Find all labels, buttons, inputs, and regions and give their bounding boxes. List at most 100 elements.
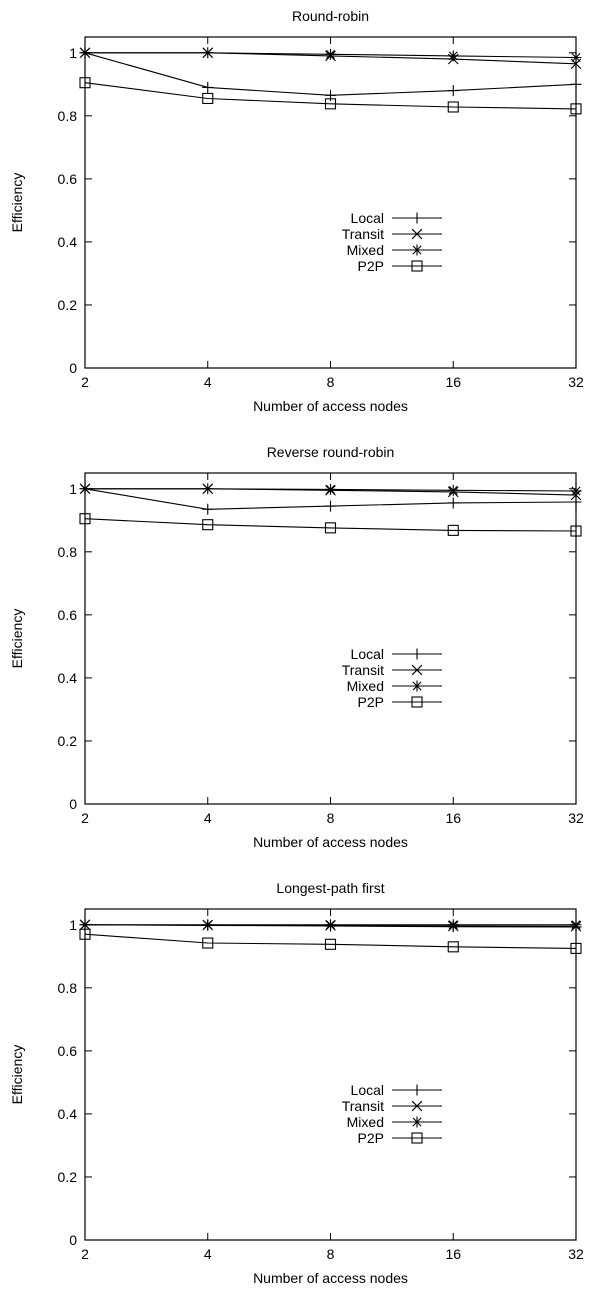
chart-panel-round-robin: Round-robin 0 0.2 0.4 0.6 0.8 1 2 4 8 16 32 Number o… — [0, 0, 589, 436]
x-tick-label: 16 — [445, 810, 461, 826]
legend-label: P2P — [358, 694, 384, 710]
series-p2p — [79, 928, 582, 954]
x-tick-label: 32 — [568, 810, 584, 826]
data-point-mixed — [570, 485, 582, 497]
data-point-mixed — [325, 919, 336, 931]
data-point-local — [202, 503, 214, 515]
y-tick-label: 0.4 — [58, 1106, 78, 1122]
data-point-mixed — [447, 484, 459, 496]
data-point-mixed — [79, 47, 91, 59]
data-point-mixed — [79, 483, 91, 495]
data-point-local — [570, 78, 582, 90]
legend-marker-local — [411, 1084, 423, 1096]
y-tick-label: 0.8 — [58, 980, 78, 996]
x-tick-label: 2 — [81, 810, 89, 826]
legend-label: Local — [351, 1082, 384, 1098]
series-line-p2p — [84, 518, 577, 532]
data-point-local — [202, 81, 214, 93]
data-point-p2p — [570, 942, 582, 954]
legend-marker-p2p — [411, 260, 423, 272]
series-mixed — [79, 919, 582, 931]
data-point-mixed — [202, 483, 214, 495]
y-axis-label: Efficiency — [9, 173, 25, 233]
y-axis-label: Efficiency — [9, 1045, 25, 1105]
data-point-mixed — [325, 483, 336, 495]
legend-marker-p2p — [411, 1132, 423, 1144]
x-tick-label: 16 — [445, 374, 461, 390]
legend-label: Local — [351, 210, 384, 226]
y-tick-label: 0 — [69, 796, 77, 812]
x-tick-label: 8 — [327, 810, 335, 826]
legend-label: Transit — [342, 662, 384, 678]
y-tick-label: 0.6 — [58, 171, 78, 187]
data-point-mixed — [202, 47, 214, 59]
x-tick-label: 32 — [568, 374, 584, 390]
x-tick-label: 8 — [327, 1246, 335, 1262]
data-point-local — [570, 496, 582, 508]
legend-marker-mixed — [411, 1116, 423, 1128]
data-point-mixed — [202, 919, 214, 931]
plot-frame — [84, 908, 577, 1241]
data-point-p2p — [202, 937, 214, 949]
x-tick-label: 16 — [445, 1246, 461, 1262]
series-mixed — [79, 483, 582, 497]
legend-label: Transit — [342, 1098, 384, 1114]
x-tick-label: 2 — [81, 374, 89, 390]
chart-title: Round-robin — [292, 8, 369, 24]
legend-marker-transit — [411, 664, 423, 676]
y-tick-label: 0 — [69, 1232, 77, 1248]
legend-label: Mixed — [347, 242, 384, 258]
data-point-p2p — [447, 524, 459, 536]
y-tick-label: 0.8 — [58, 108, 78, 124]
chart-title: Reverse round-robin — [267, 444, 395, 460]
data-point-p2p — [447, 101, 459, 113]
data-point-mixed — [570, 919, 582, 931]
legend-label: Mixed — [347, 678, 384, 694]
chart-title: Longest-path first — [276, 880, 384, 896]
data-point-p2p — [570, 103, 582, 115]
data-point-mixed — [447, 50, 459, 62]
legend-marker-local — [411, 212, 423, 224]
chart-svg-reverse-round-robin: Reverse round-robin 0 0.2 0.4 0.6 0.8 1 2 4 8 16 32… — [9, 444, 584, 850]
y-tick-label: 0.4 — [58, 670, 78, 686]
data-point-p2p — [79, 513, 91, 525]
data-point-p2p — [324, 938, 337, 950]
data-point-p2p — [79, 77, 91, 89]
y-tick-label: 1 — [69, 917, 77, 933]
series-p2p — [79, 513, 582, 537]
data-point-local — [447, 85, 459, 97]
x-tick-label: 4 — [204, 810, 212, 826]
x-tick-label: 4 — [204, 374, 212, 390]
data-point-p2p — [79, 928, 91, 940]
y-tick-label: 0.4 — [58, 234, 78, 250]
data-point-mixed — [325, 48, 336, 60]
data-point-mixed — [570, 51, 582, 63]
legend-marker-transit — [411, 228, 423, 240]
legend-label: P2P — [358, 258, 384, 274]
x-tick-label: 32 — [568, 1246, 584, 1262]
chart-svg-longest-path-first: Longest-path first 0 0.2 0.4 0.6 0.8 1 2 4 8 16 32 N… — [9, 880, 584, 1286]
legend-marker-mixed — [411, 244, 423, 256]
data-point-p2p — [202, 92, 214, 105]
chart-panel-reverse-round-robin: Reverse round-robin 0 0.2 0.4 0.6 0.8 1 2 4 8 16 32… — [0, 436, 589, 872]
data-point-local — [325, 500, 336, 512]
x-tick-label: 2 — [81, 1246, 89, 1262]
x-axis-label: Number of access nodes — [253, 834, 408, 850]
plot-frame — [84, 36, 577, 369]
data-point-local — [447, 497, 459, 509]
y-tick-label: 0.2 — [58, 1169, 78, 1185]
data-point-p2p — [570, 525, 582, 537]
x-axis-label: Number of access nodes — [253, 398, 408, 414]
chart-panel-longest-path-first: Longest-path first 0 0.2 0.4 0.6 0.8 1 2 4 8 16 32 N… — [0, 872, 589, 1308]
x-axis-label: Number of access nodes — [253, 1270, 408, 1286]
y-tick-label: 0.2 — [58, 733, 78, 749]
series-mixed — [79, 47, 582, 63]
series-p2p — [79, 77, 582, 115]
data-point-p2p — [447, 941, 459, 953]
series-line-p2p — [84, 82, 577, 110]
x-tick-label: 8 — [327, 374, 335, 390]
